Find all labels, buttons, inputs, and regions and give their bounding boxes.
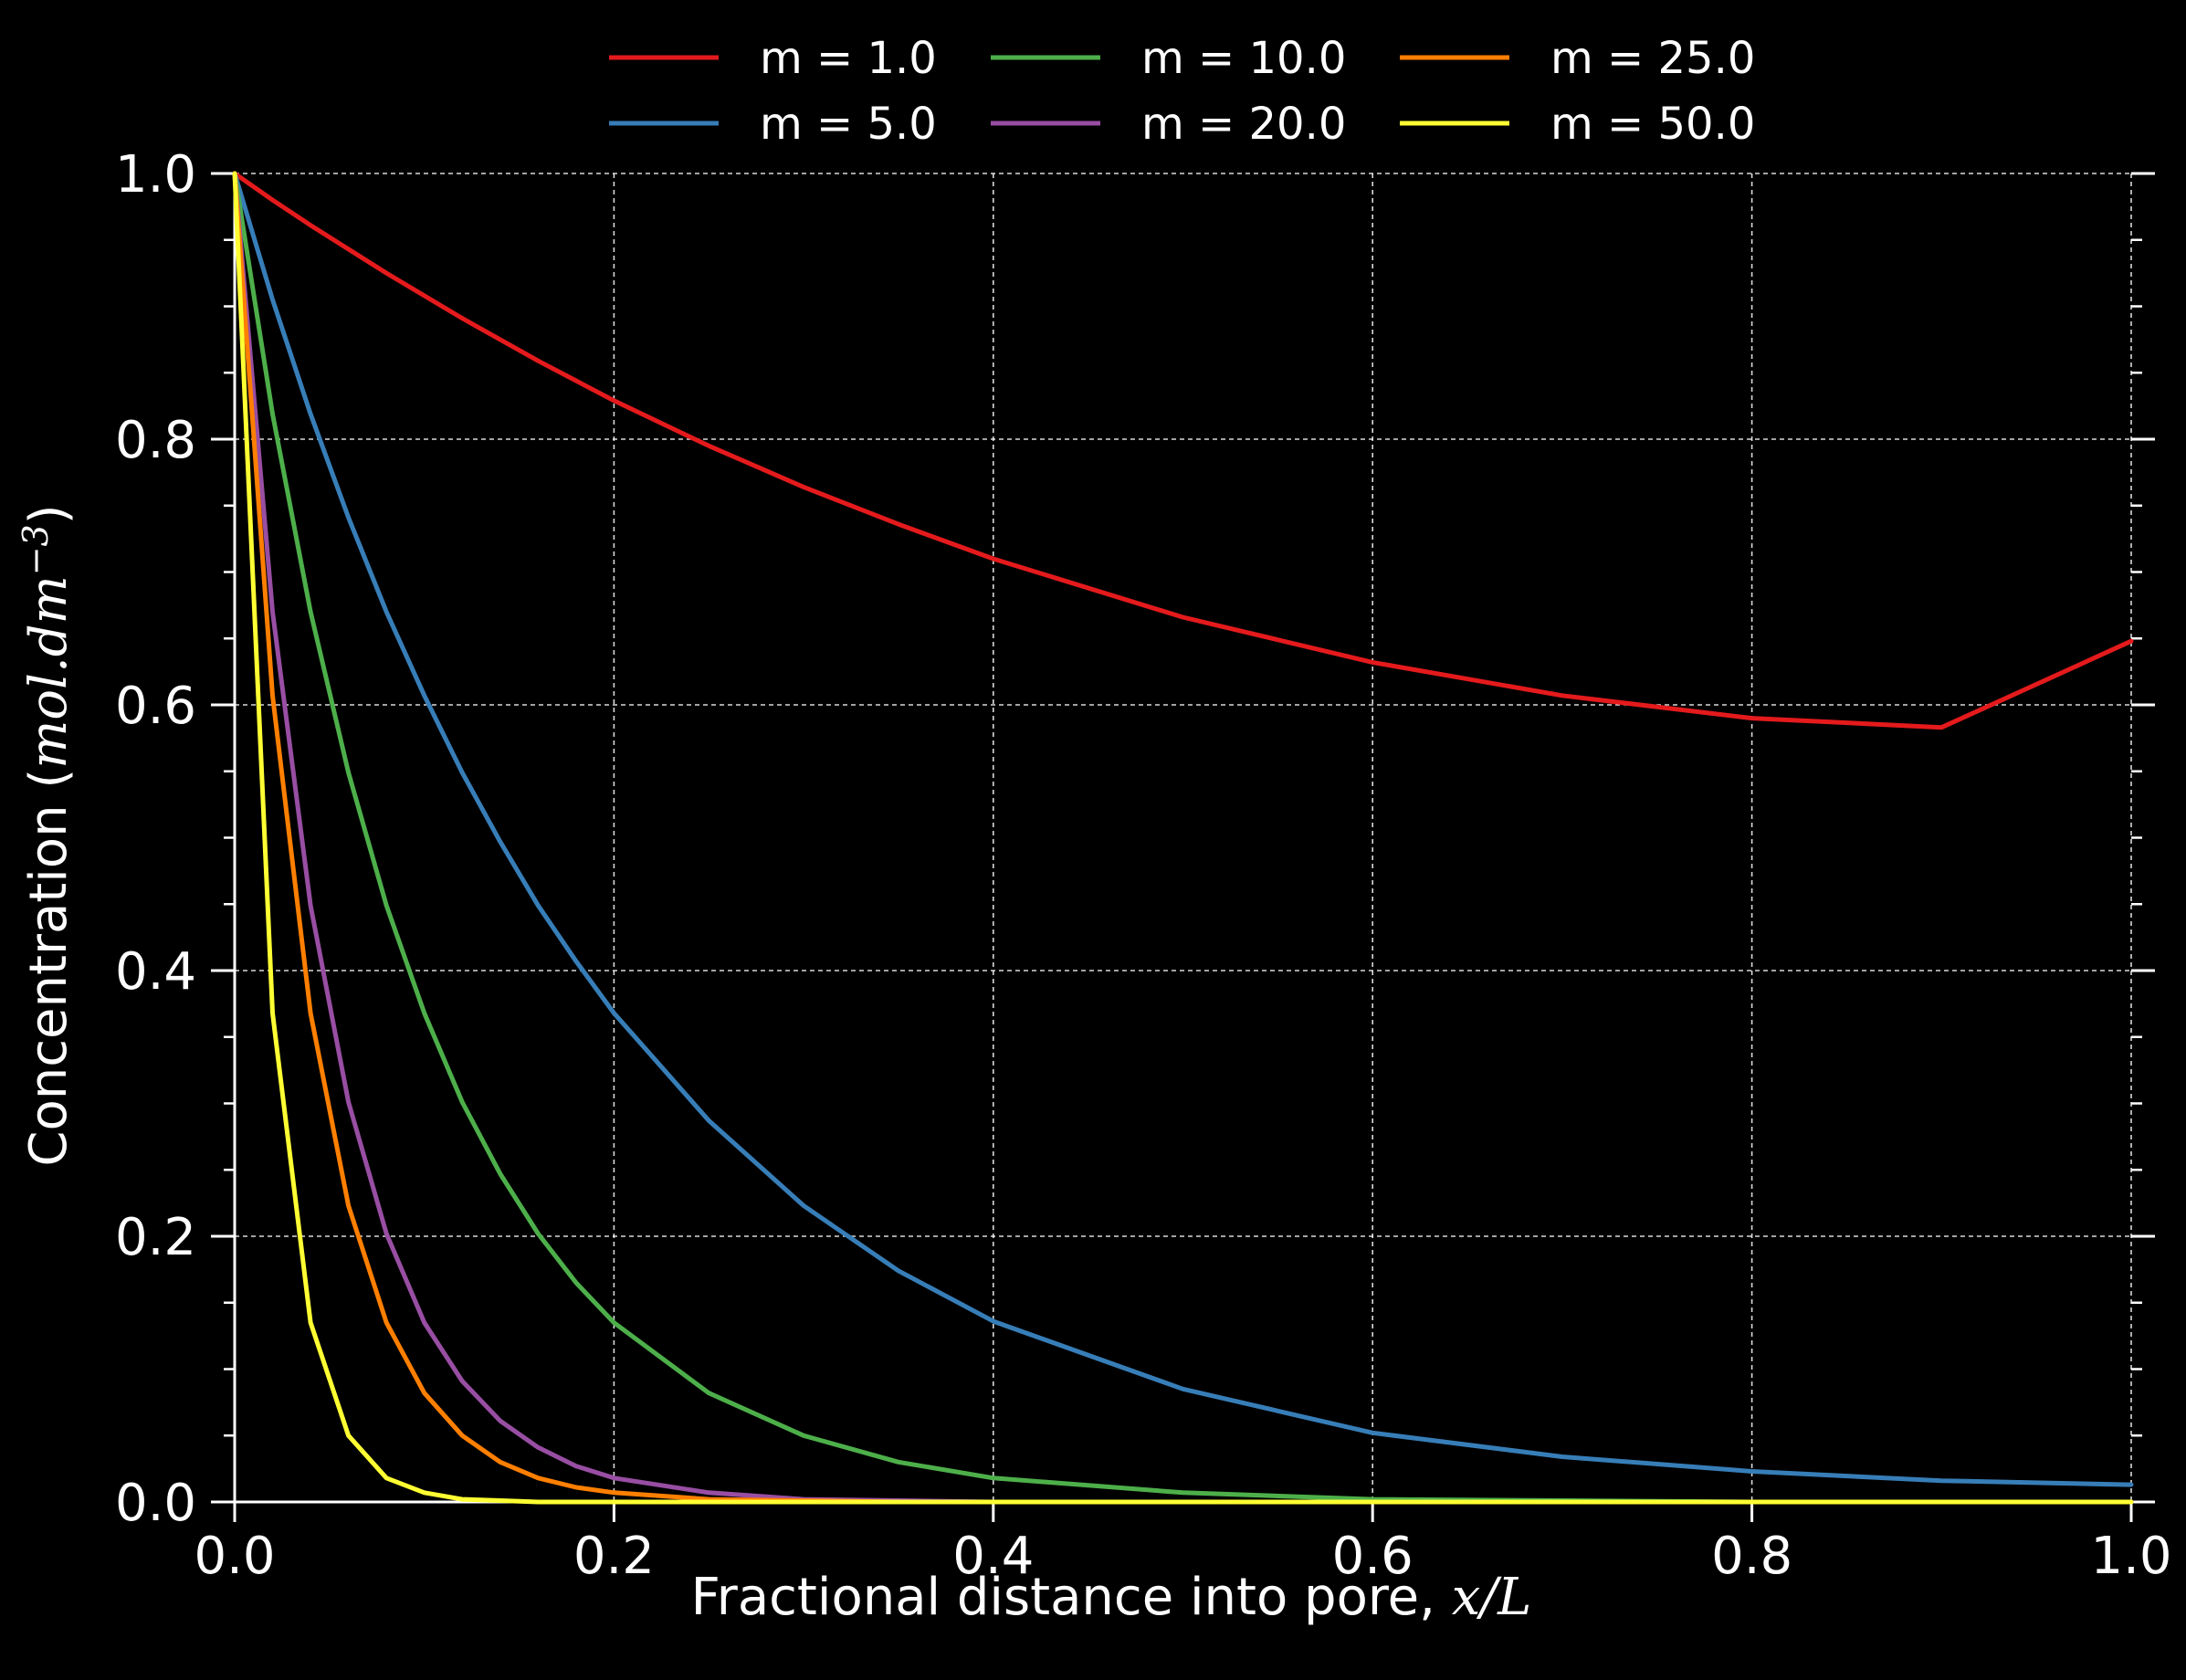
legend-item: m = 5.0 — [609, 99, 937, 150]
legend-label: m = 5.0 — [760, 99, 937, 150]
legend-label: m = 20.0 — [1141, 99, 1346, 150]
y-tick-label: 1.0 — [115, 145, 196, 205]
x-axis-label-text: Fractional distance into pore, — [691, 1568, 1452, 1627]
x-axis-label-math: x/L — [1452, 1568, 1532, 1627]
tick-label-layer: 0.0 0.2 0.4 0.6 0.8 1.0 0.0 0.2 0.4 0.6 0.8 1.0 — [115, 145, 2172, 1586]
legend-item: m = 50.0 — [1400, 99, 1755, 150]
series-line-m50-0 — [232, 171, 2134, 1505]
x-tick-label: 0.4 — [952, 1527, 1034, 1586]
legend-label: m = 50.0 — [1550, 99, 1755, 150]
series-layer — [232, 171, 2134, 1505]
legend-label: m = 25.0 — [1550, 33, 1755, 84]
y-tick-label: 0.8 — [115, 411, 196, 470]
legend-item: m = 1.0 — [609, 33, 937, 84]
x-tick-label: 0.6 — [1332, 1527, 1414, 1586]
series-line-m10-0 — [232, 171, 2134, 1505]
series-line-m5-0 — [232, 171, 2134, 1487]
y-axis-label-math: mol.dm — [19, 575, 79, 768]
x-axis-label: Fractional distance into pore, x/L — [691, 1568, 1532, 1627]
series-line-m1-0 — [232, 171, 2134, 730]
series-line-m25-0 — [232, 171, 2134, 1505]
y-tick-label: 0.0 — [115, 1474, 196, 1533]
y-axis-label: Concentration (mol.dm−3) — [16, 504, 79, 1166]
y-axis-label-text: Concentration ( — [19, 769, 79, 1167]
legend-label: m = 10.0 — [1141, 33, 1346, 84]
legend-item: m = 10.0 — [991, 33, 1346, 84]
y-tick-label: 0.4 — [115, 942, 196, 1002]
series-line-m20-0 — [232, 171, 2134, 1505]
legend: m = 1.0 m = 5.0 m = 10.0 m = 20.0 m = 25.0 m … — [609, 33, 1755, 150]
y-axis-label-exponent: −3 — [16, 524, 56, 575]
y-axis-label-close: ) — [19, 504, 79, 524]
y-tick-label: 0.2 — [115, 1208, 196, 1267]
legend-item: m = 25.0 — [1400, 33, 1755, 84]
x-tick-label: 0.8 — [1711, 1527, 1792, 1586]
x-tick-label: 1.0 — [2090, 1527, 2171, 1586]
legend-label: m = 1.0 — [760, 33, 937, 84]
y-tick-label: 0.6 — [115, 677, 196, 736]
grid-layer — [234, 173, 2132, 1503]
x-tick-label: 0.0 — [194, 1527, 275, 1586]
x-tick-label: 0.2 — [573, 1527, 655, 1586]
legend-item: m = 20.0 — [991, 99, 1346, 150]
